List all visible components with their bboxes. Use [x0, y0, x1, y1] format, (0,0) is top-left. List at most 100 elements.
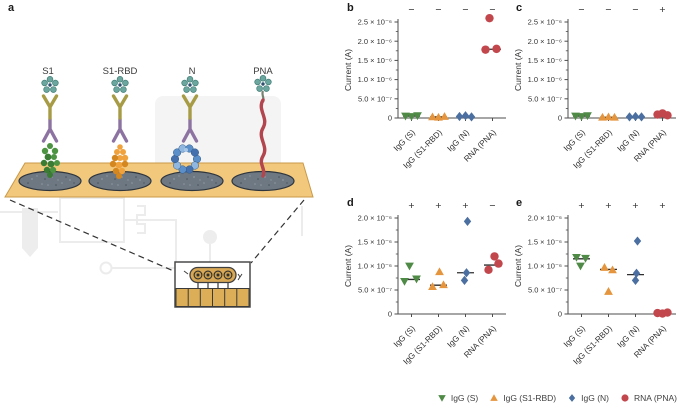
y-tick-label: 2.5 × 10⁻⁶: [358, 18, 392, 27]
data-point-triangle-down: [407, 113, 416, 121]
y-tick-label: 1.5 × 10⁻⁶: [358, 56, 392, 65]
data-point-diamond: [462, 268, 471, 278]
data-point-circle: [490, 252, 499, 261]
axis-spines: [397, 19, 506, 119]
data-point-triangle-up: [428, 112, 437, 121]
significance-sign: +: [578, 200, 584, 212]
panel-label-d: d: [347, 197, 354, 209]
electrode-label-s1rbd: S1-RBD: [103, 66, 138, 77]
data-point-diamond: [463, 216, 472, 226]
y-tick-label: 1.5 × 10⁻⁶: [528, 238, 562, 247]
panel-label-b: b: [347, 2, 354, 14]
detection-star-icon: [111, 75, 129, 93]
x-tick-label: IgG (S): [392, 324, 417, 349]
legend-item: RNA (PNA): [620, 393, 677, 403]
data-point-triangle-down: [405, 262, 414, 271]
data-point-triangle-up: [439, 280, 448, 289]
data-point-triangle-down: [572, 253, 581, 262]
significance-sign: +: [659, 200, 665, 212]
legend-marker-triangle-down: [438, 394, 446, 402]
significance-sign: +: [435, 200, 441, 212]
data-point-circle: [663, 111, 672, 120]
data-point-triangle-down: [400, 277, 409, 286]
significance-sign: −: [578, 4, 584, 16]
device-electrode-dots: [193, 270, 233, 280]
y-axis-label: Current (A): [513, 245, 523, 287]
legend-item: IgG (N): [567, 393, 609, 403]
significance-sign: −: [462, 4, 468, 16]
biosensor-schematic: S1 S1-RBD N PNA: [0, 66, 314, 308]
data-point-circle: [481, 45, 490, 54]
legend-label: IgG (N): [581, 392, 610, 403]
y-tick-label: 1.0 × 10⁻⁶: [528, 75, 562, 84]
significance-sign: −: [605, 4, 611, 16]
legend-marker-circle: [621, 393, 629, 402]
data-point-diamond: [625, 112, 634, 122]
data-point-circle: [485, 13, 494, 23]
data-point-circle: [484, 265, 493, 275]
y-tick-label: 5.0 × 10⁻⁷: [358, 286, 392, 295]
electrode-label-s1: S1: [42, 66, 54, 77]
y-tick-label: 2.0 × 10⁻⁶: [358, 214, 392, 223]
x-tick-label: IgG (N): [616, 128, 642, 154]
y-tick-label: 5.0 × 10⁻⁷: [528, 286, 562, 295]
data-point-diamond: [455, 111, 464, 122]
y-tick-label: 0: [558, 310, 562, 319]
data-point-circle: [492, 44, 501, 54]
x-tick-label: IgG (N): [616, 324, 642, 350]
chart-panel-d: 0 5.0 × 10⁻⁷ 1.0 × 10⁻⁶ 1.5 × 10⁻⁶ 2.0 × 10⁻…: [343, 200, 506, 366]
sensor-device: [174, 261, 251, 308]
data-point-triangle-up: [608, 265, 617, 274]
y-tick-label: 5.0 × 10⁻⁷: [358, 94, 392, 103]
significance-sign: −: [632, 4, 638, 16]
data-point-triangle-down: [438, 394, 446, 402]
data-point-diamond: [568, 393, 576, 402]
data-point-diamond: [637, 112, 646, 122]
legend-item: IgG (S1-RBD): [489, 393, 556, 403]
data-point-triangle-up: [428, 282, 437, 291]
data-point-triangle-up: [598, 112, 607, 121]
data-point-diamond: [467, 112, 476, 122]
axis-spines: [567, 215, 676, 315]
significance-sign: +: [408, 200, 414, 212]
data-point-diamond: [461, 111, 470, 121]
data-point-triangle-down: [401, 112, 410, 121]
y-tick-label: 1.5 × 10⁻⁶: [358, 238, 392, 247]
data-point-triangle-up: [600, 263, 609, 271]
significance-sign: −: [489, 4, 495, 16]
electrode-label-pna: PNA: [253, 66, 273, 77]
antibody-glyph: [237, 273, 243, 281]
pna-strand: [259, 98, 267, 178]
data-point-diamond: [632, 268, 641, 278]
significance-sign: +: [659, 4, 665, 16]
panel-label-c: c: [516, 2, 523, 14]
chart-panel-e: 0 5.0 × 10⁻⁷ 1.0 × 10⁻⁶ 1.5 × 10⁻⁶ 2.0 × 10⁻…: [513, 200, 676, 366]
data-point-triangle-down: [412, 275, 421, 284]
axis-spines: [567, 19, 676, 119]
data-point-diamond: [460, 275, 469, 285]
y-axis-label: Current (A): [343, 49, 353, 91]
y-tick-label: 5.0 × 10⁻⁷: [528, 94, 562, 103]
data-point-triangle-down: [571, 112, 580, 121]
s1-probe-stack: [40, 75, 60, 178]
s1rbd-probe-stack: [109, 75, 129, 179]
x-tick-label: IgG (S): [562, 324, 587, 349]
data-point-triangle-up: [435, 267, 444, 276]
y-tick-label: 1.0 × 10⁻⁶: [358, 262, 392, 271]
legend-marker-diamond: [568, 393, 576, 402]
x-tick-label: IgG (S): [562, 128, 587, 153]
y-axis-label: Current (A): [343, 245, 353, 287]
data-point-circle: [621, 393, 629, 402]
y-axis-label: Current (A): [513, 49, 523, 91]
data-point-triangle-down: [413, 112, 422, 121]
data-point-triangle-up: [610, 112, 619, 121]
x-tick-label: IgG (N): [446, 324, 472, 350]
legend-item: IgG (S): [437, 393, 478, 403]
panel-label-a: a: [8, 2, 15, 14]
chart-panel-c: 0 5.0 × 10⁻⁷ 1.0 × 10⁻⁶ 1.5 × 10⁻⁶ 2.0 × 10⁻…: [513, 4, 676, 170]
y-tick-label: 0: [558, 114, 562, 123]
electrode-label-n: N: [189, 66, 196, 77]
figure-legend: IgG (S) IgG (S1-RBD) IgG (N) RNA (PNA): [340, 389, 681, 406]
legend-label: IgG (S1-RBD): [503, 392, 557, 403]
y-tick-label: 2.5 × 10⁻⁶: [528, 18, 562, 27]
